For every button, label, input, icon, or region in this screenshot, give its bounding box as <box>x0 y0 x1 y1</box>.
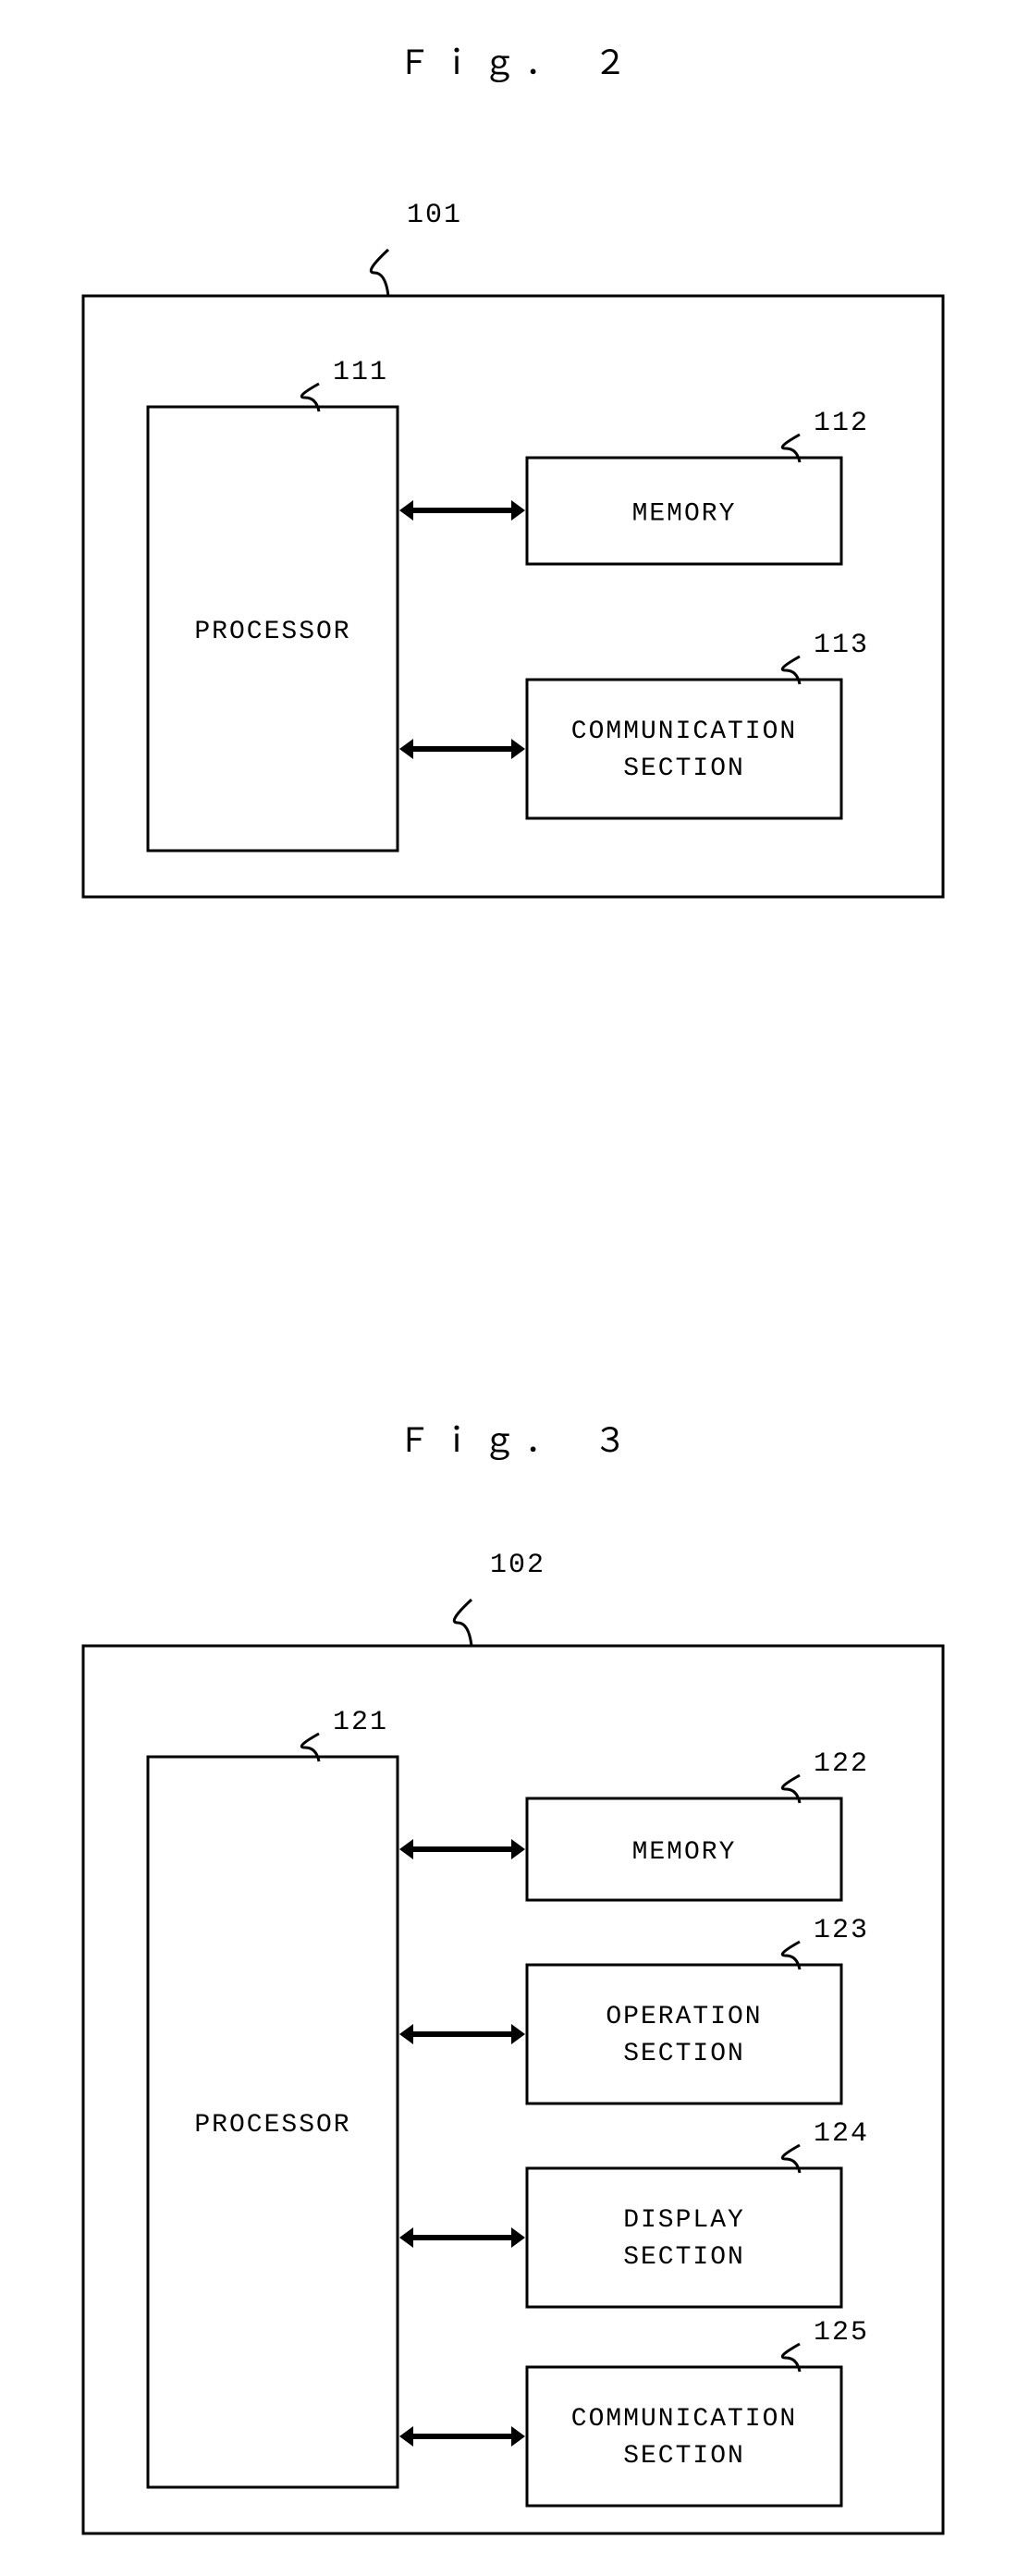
arrowhead-left <box>399 739 413 759</box>
processor-label: PROCESSOR <box>194 618 350 646</box>
block-label: SECTION <box>623 2442 745 2471</box>
fig3-block-3 <box>527 2367 841 2506</box>
diagram-canvas: Ｆｉｇ． ２ 101 PROCESSOR 111 MEMORY 112 COMMUNICAT… <box>0 0 1029 2576</box>
arrowhead-right <box>511 1839 525 1859</box>
arrowhead-right <box>511 2024 525 2044</box>
fig2-comm <box>527 680 841 818</box>
ref-number: 112 <box>814 408 869 439</box>
arrowhead-left <box>399 500 413 521</box>
ref-number: 124 <box>814 2118 869 2150</box>
ref-number: 102 <box>490 1550 545 1581</box>
block-label: MEMORY <box>632 500 737 529</box>
block-label: SECTION <box>623 2243 745 2272</box>
fig3-block-2 <box>527 2168 841 2307</box>
block-label: COMMUNICATION <box>571 2405 797 2434</box>
ref-number: 121 <box>333 1707 388 1738</box>
arrowhead-right <box>511 2426 525 2447</box>
ref-number: 101 <box>407 200 462 231</box>
block-label: DISPLAY <box>623 2206 745 2235</box>
arrowhead-left <box>399 1839 413 1859</box>
arrowhead-right <box>511 2227 525 2248</box>
arrowhead-left <box>399 2024 413 2044</box>
block-label: MEMORY <box>632 1838 737 1867</box>
ref-number: 111 <box>333 357 388 388</box>
ref-leader <box>371 250 388 296</box>
ref-number: 125 <box>814 2317 869 2349</box>
ref-number: 113 <box>814 630 869 661</box>
fig3-title: Ｆｉｇ． ３ <box>398 1424 636 1462</box>
ref-leader <box>454 1600 472 1646</box>
block-label: SECTION <box>623 754 745 783</box>
arrowhead-left <box>399 2426 413 2447</box>
arrowhead-right <box>511 500 525 521</box>
block-label: COMMUNICATION <box>571 718 797 746</box>
ref-number: 122 <box>814 1748 869 1780</box>
arrowhead-left <box>399 2227 413 2248</box>
ref-number: 123 <box>814 1915 869 1946</box>
arrowhead-right <box>511 739 525 759</box>
fig2-outer <box>83 296 943 897</box>
block-label: OPERATION <box>606 2003 762 2031</box>
fig3-block-1 <box>527 1965 841 2104</box>
processor-label: PROCESSOR <box>194 2111 350 2140</box>
fig2-title: Ｆｉｇ． ２ <box>398 46 636 84</box>
block-label: SECTION <box>623 2040 745 2068</box>
